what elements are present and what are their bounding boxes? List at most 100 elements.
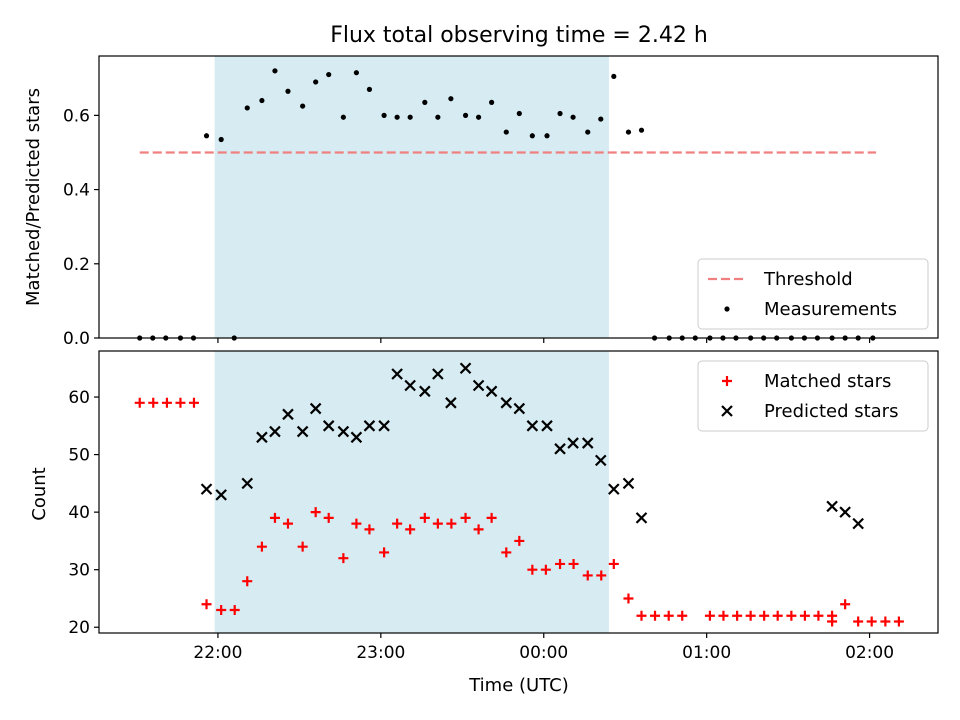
legend-marker bbox=[722, 376, 732, 386]
y-tick-label: 0.4 bbox=[63, 181, 90, 201]
matched-star-marker bbox=[256, 541, 267, 552]
measurement-point bbox=[422, 99, 428, 105]
matched-star-marker bbox=[486, 512, 497, 523]
matched-star-marker bbox=[608, 558, 619, 569]
measurement-point bbox=[259, 97, 265, 104]
predicted-star-marker bbox=[404, 379, 416, 392]
matched-star-marker bbox=[636, 610, 647, 621]
legend-label: Matched stars bbox=[764, 371, 891, 392]
predicted-star-marker bbox=[526, 420, 539, 432]
matched-star-marker bbox=[813, 610, 824, 621]
x-tick-label: 23:00 bbox=[356, 643, 405, 663]
matched-star-marker bbox=[432, 518, 443, 529]
measurement-point bbox=[218, 136, 224, 143]
matched-star-marker bbox=[242, 576, 253, 587]
matched-star-marker bbox=[188, 397, 199, 408]
measurement-point bbox=[503, 129, 509, 135]
matched-star-marker bbox=[229, 604, 240, 615]
bottom-y-axis-label: Count bbox=[29, 467, 50, 520]
predicted-star-marker bbox=[200, 483, 213, 495]
predicted-star-marker bbox=[459, 362, 472, 375]
matched-star-marker bbox=[596, 570, 607, 581]
series-matched-stars bbox=[134, 397, 904, 627]
observing-span bbox=[214, 351, 609, 633]
x-tick-label: 01:00 bbox=[682, 643, 731, 663]
predicted-star-marker bbox=[485, 385, 498, 398]
matched-star-marker bbox=[501, 547, 512, 558]
measurement-point bbox=[300, 103, 306, 109]
measurement-point bbox=[394, 114, 400, 120]
predicted-star-marker bbox=[622, 477, 635, 490]
chart-title: Flux total observing time = 2.42 h bbox=[330, 23, 708, 48]
measurement-point bbox=[570, 114, 576, 120]
matched-star-marker bbox=[704, 610, 715, 621]
matched-star-marker bbox=[880, 616, 891, 627]
predicted-star-marker bbox=[337, 425, 350, 438]
legend-label: Predicted stars bbox=[764, 401, 898, 422]
matched-star-marker bbox=[392, 518, 403, 529]
predicted-star-marker bbox=[581, 437, 594, 449]
legend-box bbox=[697, 360, 929, 432]
matched-star-marker bbox=[799, 610, 810, 621]
matched-star-marker bbox=[338, 553, 349, 564]
measurement-point bbox=[598, 116, 604, 122]
predicted-star-marker bbox=[296, 425, 309, 438]
predicted-star-marker bbox=[472, 379, 485, 392]
matched-star-marker bbox=[650, 610, 661, 621]
matched-star-marker bbox=[827, 616, 838, 627]
matched-star-marker bbox=[148, 397, 159, 408]
legend-label: Threshold bbox=[763, 269, 853, 290]
measurement-point bbox=[326, 71, 332, 78]
measurement-point bbox=[557, 110, 563, 117]
matched-star-marker bbox=[405, 524, 416, 535]
observing-span bbox=[214, 56, 609, 338]
matched-star-marker bbox=[175, 397, 186, 408]
matched-star-marker bbox=[269, 512, 280, 523]
x-axis-label: Time (UTC) bbox=[468, 675, 569, 696]
matched-star-marker bbox=[718, 610, 729, 621]
series-predicted-stars bbox=[200, 362, 864, 530]
matched-star-marker bbox=[663, 610, 674, 621]
y-tick-label: 30 bbox=[68, 561, 90, 581]
matched-star-marker bbox=[297, 541, 308, 552]
y-tick-label: 0.2 bbox=[63, 255, 90, 275]
y-tick-label: 20 bbox=[68, 618, 90, 638]
matched-star-marker bbox=[866, 616, 877, 627]
predicted-star-marker bbox=[541, 420, 553, 432]
matched-star-marker bbox=[772, 610, 783, 621]
predicted-star-marker bbox=[378, 420, 390, 432]
predicted-star-marker bbox=[513, 402, 526, 415]
measurement-point bbox=[313, 79, 319, 85]
y-tick-label: 60 bbox=[68, 388, 90, 408]
matched-star-marker bbox=[379, 547, 390, 558]
matched-star-marker bbox=[893, 616, 904, 627]
matched-star-marker bbox=[555, 558, 566, 569]
matched-star-marker bbox=[745, 610, 756, 621]
matched-star-marker bbox=[216, 604, 227, 615]
top-panel: 0.0 0.2 0.4 0.6 Threshold Measurements bbox=[63, 55, 939, 349]
legend-marker bbox=[724, 306, 730, 312]
predicted-star-marker bbox=[241, 477, 254, 490]
matched-star-marker bbox=[282, 518, 293, 529]
measurement-point bbox=[381, 112, 387, 118]
predicted-star-marker bbox=[269, 425, 281, 438]
measurement-point bbox=[407, 114, 413, 120]
matched-star-marker bbox=[732, 610, 743, 621]
predicted-star-marker bbox=[432, 368, 444, 380]
measurement-point bbox=[353, 70, 360, 76]
matched-star-marker bbox=[446, 518, 457, 529]
measurement-point bbox=[638, 127, 645, 133]
matched-star-marker bbox=[853, 616, 864, 627]
y-tick-label: 40 bbox=[68, 503, 90, 523]
predicted-star-marker bbox=[554, 443, 566, 455]
predicted-star-marker bbox=[282, 408, 294, 421]
measurement-point bbox=[340, 114, 346, 120]
matched-star-marker bbox=[677, 610, 688, 621]
measurement-point bbox=[244, 105, 250, 111]
predicted-star-marker bbox=[419, 385, 431, 398]
measurement-point bbox=[366, 86, 373, 92]
x-tick-label: 02:00 bbox=[845, 643, 894, 663]
predicted-star-marker bbox=[500, 397, 513, 409]
matched-star-marker bbox=[323, 512, 334, 523]
